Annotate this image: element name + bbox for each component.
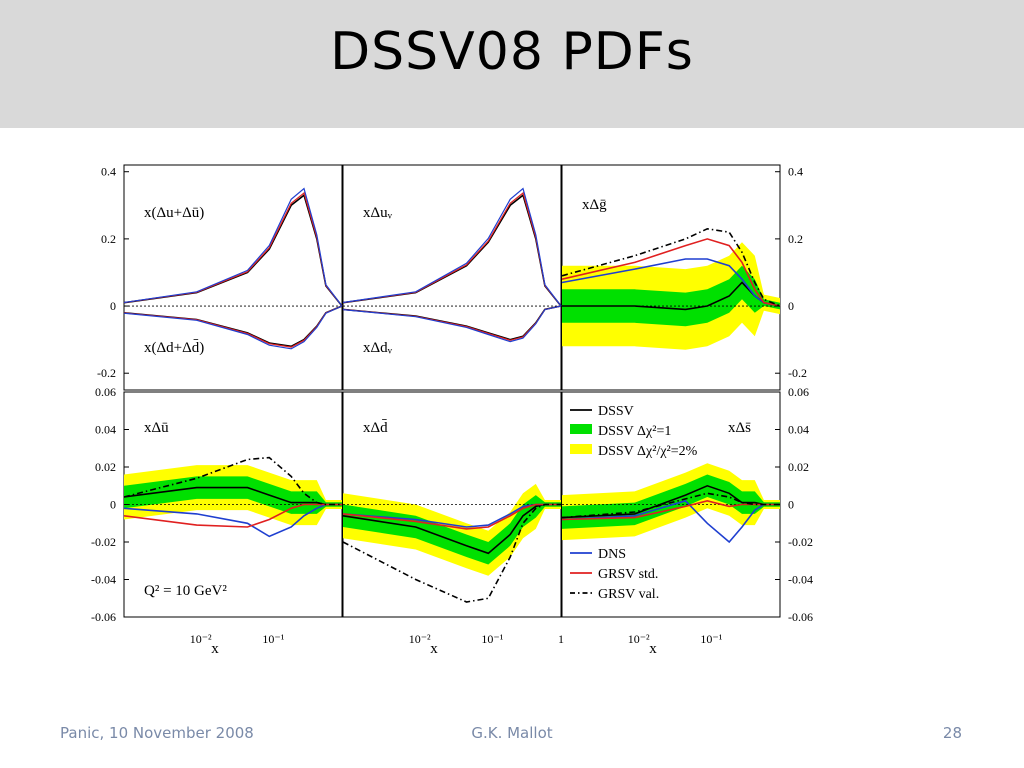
panel-bottom-right: 0.06 0.04 0.02 0 -0.02 -0.04 -0.06 10⁻² 10⁻¹ x xΔs… — [561, 385, 813, 657]
y-tick-label: -0.02 — [91, 535, 116, 549]
panel-top-middle: xΔuᵥ xΔdᵥ — [342, 164, 562, 391]
slide-number: 28 — [942, 724, 962, 742]
legend-dssv-text: DSSV Δχ²/χ²=2% — [598, 444, 698, 459]
green-band — [343, 495, 561, 565]
panel-label: Q² = 10 GeV² — [144, 583, 227, 599]
y-tick-label: -0.04 — [91, 573, 116, 587]
panel-label: xΔuᵥ — [363, 205, 393, 221]
legend-grsv-val-text: GRSV val. — [598, 587, 659, 602]
green-band — [124, 476, 342, 514]
y-tick-label: -0.04 — [788, 573, 813, 587]
x-tick-label: 10⁻² — [190, 632, 212, 646]
y-tick-label: -0.2 — [97, 366, 116, 380]
series-grsv-std- — [561, 238, 781, 307]
y-tick-label: -0.06 — [91, 610, 116, 624]
footer-author: G.K. Mallot — [471, 724, 553, 742]
series-grsv-val- — [123, 456, 342, 506]
y-tick-label: -0.2 — [788, 366, 807, 380]
series-grsv-val- — [561, 227, 781, 307]
slide-title: DSSV08 PDFs — [330, 22, 694, 82]
legend-dnstext: DNS — [598, 547, 626, 562]
panel-top-left: 0.4 0.2 0 -0.2 x(Δu+Δū) x(Δd+Δd̄) — [97, 164, 343, 391]
series-grsv-val- — [561, 492, 780, 519]
x-axis-label: x — [430, 641, 438, 657]
x-tick-label: 10⁻² — [628, 632, 650, 646]
y-tick-label: 0.4 — [101, 165, 116, 179]
legend-dssvtext: DSSV — [598, 404, 634, 419]
y-tick-label: -0.02 — [788, 535, 813, 549]
y-tick-label: 0.2 — [788, 232, 803, 246]
y-tick-label: 0.06 — [95, 385, 116, 399]
legend: DSSV DSSV Δχ²=1 DSSV Δχ²/χ²=2% DNS GRSV std.… — [570, 404, 698, 602]
legend-dssv-swatch — [570, 424, 592, 434]
y-tick-label: 0 — [788, 299, 794, 313]
series-variant — [123, 187, 343, 307]
footer-date: Panic, 10 November 2008 — [60, 724, 254, 742]
title-bar — [0, 0, 1024, 128]
x-axis-label: x — [211, 641, 219, 657]
panel-label: xΔd̄ — [363, 420, 388, 436]
panel-label: x(Δd+Δd̄) — [144, 340, 204, 356]
series-dns — [123, 503, 342, 538]
x-axis-label: x — [649, 641, 657, 657]
series-dns — [561, 499, 780, 544]
panel-label: xΔḡ — [582, 197, 607, 213]
x-tick-label: 1 — [558, 632, 564, 646]
series-variant — [342, 305, 562, 343]
panel-bottom-left: 0.06 0.04 0.02 0 -0.02 -0.04 -0.06 10⁻² 10⁻¹ x xΔū… — [91, 385, 343, 657]
y-tick-label: -0.06 — [788, 610, 813, 624]
series-grsv-val- — [342, 503, 561, 603]
panel-label: xΔū — [144, 420, 169, 436]
y-tick-label: 0.02 — [788, 460, 809, 474]
legend-grsv-std-text: GRSV std. — [598, 567, 658, 582]
series-grsv-std- — [342, 503, 561, 530]
y-tick-label: 0.04 — [95, 423, 116, 437]
green-band — [562, 265, 780, 327]
x-tick-label: 10⁻¹ — [262, 632, 284, 646]
x-tick-label: 10⁻² — [409, 632, 431, 646]
x-tick-label: 10⁻¹ — [700, 632, 722, 646]
y-tick-label: 0.06 — [788, 385, 809, 399]
series-grsv-std- — [123, 503, 342, 528]
panel-frame — [342, 164, 562, 391]
panel-top-right: 0.4 0.2 0 -0.2 xΔḡ — [561, 164, 807, 391]
y-tick-label: 0 — [110, 498, 116, 512]
panel-bottom-middle: 10⁻² 10⁻¹ 1 x xΔd̄ — [342, 391, 564, 657]
series-variant — [123, 305, 343, 350]
y-tick-label: 0.04 — [788, 423, 809, 437]
y-tick-label: 0.4 — [788, 165, 803, 179]
series-dns — [561, 258, 781, 307]
legend-dssv-swatch — [570, 444, 592, 454]
y-tick-label: 0.2 — [101, 232, 116, 246]
panel-label: x(Δu+Δū) — [144, 205, 204, 221]
y-tick-label: 0 — [110, 299, 116, 313]
series-variant — [342, 187, 562, 307]
x-tick-label: 10⁻¹ — [481, 632, 503, 646]
y-tick-label: 0.02 — [95, 460, 116, 474]
legend-dssv-text: DSSV Δχ²=1 — [598, 424, 671, 439]
panel-label: xΔs̄ — [728, 420, 751, 436]
y-tick-label: 0 — [788, 498, 794, 512]
panel-label: xΔdᵥ — [363, 340, 393, 356]
